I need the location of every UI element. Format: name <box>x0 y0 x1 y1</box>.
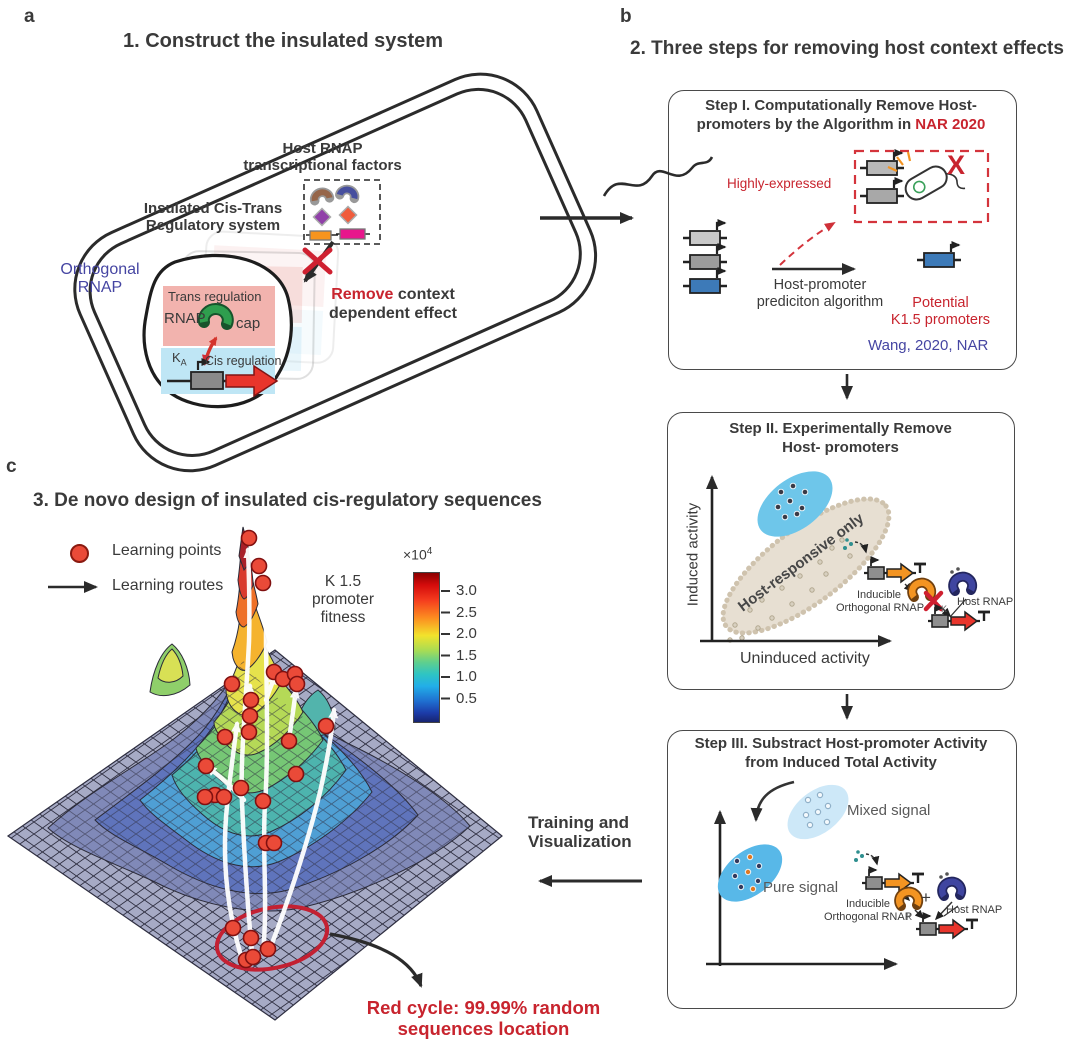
panel-c-title: 3. De novo design of insulated cis-regul… <box>33 490 542 511</box>
random-sequences-ellipse <box>214 904 330 972</box>
tf-gene-orange-icon <box>309 230 332 241</box>
mixed-signal-label: Mixed signal <box>847 802 931 819</box>
ellipse-callout-arrow <box>329 932 423 988</box>
colorbar-tick: 3.0 <box>456 582 477 599</box>
step3-title: Step III. Substract Host-promoter Activi… <box>694 735 988 771</box>
panel-c-label: c <box>6 456 17 477</box>
cap-label: cap <box>236 315 261 332</box>
host-rnap-label: Host RNAP <box>946 904 1003 916</box>
orthogonal-rnap-label: Orthogonal RNAP <box>60 261 140 296</box>
tf-diamond-purple-icon <box>312 207 332 227</box>
colorbar-tick: 1.5 <box>456 646 477 664</box>
colorbar-tick: 1.0 <box>456 668 477 685</box>
ka-label: KA <box>172 350 187 368</box>
legend-routes-label: Learning routes <box>112 577 224 594</box>
insulated-system-label: Insulated Cis-Trans Regulatory system <box>143 200 283 234</box>
cis-regulation-label: Cis regulation <box>205 354 282 368</box>
tf-crescent-navy-icon <box>335 184 360 204</box>
step2-title: Step II. Experimentally Remove Host- pro… <box>729 420 952 456</box>
step1-title: Step I. Computationally Remove Host- pro… <box>696 97 986 133</box>
inducible-rnap-label: Inducible Orthogonal RNAP <box>836 589 925 614</box>
fitness-label: K 1.5 promoter fitness <box>311 573 375 626</box>
potential-promoters-label: Potential K1.5 promoters <box>890 295 991 328</box>
rnap-label: RNAP <box>164 310 206 327</box>
induced-activity-axis-label: Induced activity <box>684 502 702 607</box>
legend-points-label: Learning points <box>112 542 222 559</box>
host-tf-label: Host RNAP transcriptional factors <box>243 140 402 174</box>
tf-crescent-brown-icon <box>309 187 335 206</box>
inducible-rnap-label: Inducible Orthogonal RNAP <box>824 898 913 923</box>
highly-expressed-label: Highly-expressed <box>727 176 832 191</box>
regulatory-blob <box>142 253 293 409</box>
colorbar <box>413 572 440 723</box>
citation-label: Wang, 2020, NAR <box>868 337 989 354</box>
tf-diamond-orange-icon <box>338 205 358 225</box>
panel-b-title: 2. Three steps for removing host context… <box>630 38 1064 59</box>
colorbar-tick: 2.0 <box>456 625 477 642</box>
algorithm-label: Host-promoter prediciton algorithm <box>756 277 884 310</box>
k-label: K <box>941 604 948 614</box>
host-rnap-label: Host RNAP <box>957 596 1014 608</box>
panel-a-label: a <box>24 6 35 27</box>
k-label: K <box>906 912 913 922</box>
transcription-factors-box <box>303 179 381 245</box>
red-cycle-caption: Red cycle: 99.99% random sequences locat… <box>366 997 601 1039</box>
colorbar-tick: 0.5 <box>456 689 477 707</box>
training-label: Training and Visualization <box>528 813 632 851</box>
panel-a-title: 1. Construct the insulated system <box>122 30 444 52</box>
plus-sign: + <box>921 888 931 907</box>
remove-context-label: Remove context dependent effect <box>328 286 457 322</box>
uninduced-activity-axis-label: Uninduced activity <box>740 650 870 667</box>
remove-context-arrow <box>302 240 335 283</box>
colorbar-ticks <box>441 590 450 700</box>
colorbar-tick: 2.5 <box>456 603 477 621</box>
x-mark: X <box>947 150 966 180</box>
trans-regulation-label: Trans regulation <box>168 289 262 304</box>
tf-gene-magenta-icon <box>339 228 366 240</box>
panel-b-label: b <box>620 6 632 27</box>
learning-point-icon <box>70 544 89 563</box>
rnap-cap-icon <box>197 303 234 330</box>
pure-signal-label: Pure signal <box>763 879 839 896</box>
colorbar-exponent: ×104 <box>403 546 433 563</box>
